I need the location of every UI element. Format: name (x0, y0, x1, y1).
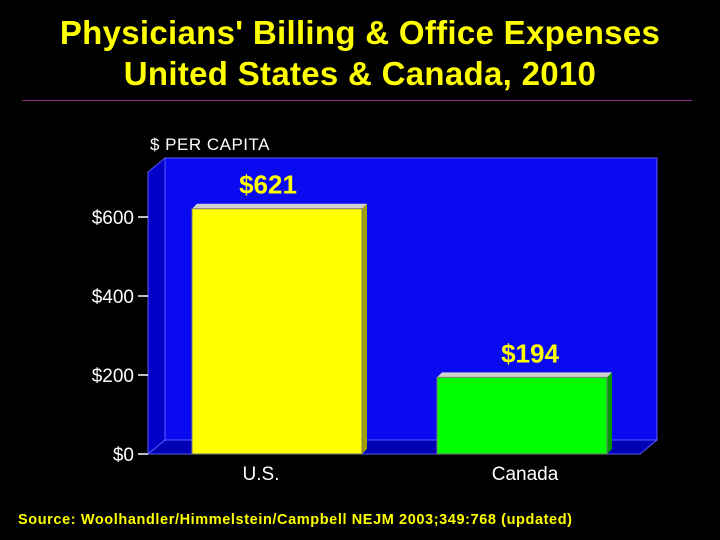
chart-title-line-2: United States & Canada, 2010 (123, 55, 597, 92)
bar-side-us (362, 203, 367, 454)
y-tick-label: $0 (113, 445, 134, 466)
source-note: Source: Woolhandler/Himmelstein/Campbell… (18, 512, 573, 528)
x-tick-label-canada: Canada (492, 464, 559, 485)
y-tick-label: $400 (92, 287, 134, 308)
bar-top-us (192, 203, 367, 209)
bar-canada (436, 376, 608, 455)
chart-title-line-1: Physicians' Billing & Office Expenses (59, 14, 661, 51)
y-tick-label: $600 (92, 208, 134, 229)
data-label-canada: $194 (501, 338, 559, 368)
y-axis-title: $ PER CAPITA (150, 135, 270, 154)
title-divider (22, 100, 692, 101)
data-label-us: $621 (239, 170, 297, 200)
bar-side-canada (607, 372, 612, 454)
y-tick-label: $200 (92, 366, 134, 387)
plot-area-side-wall (147, 156, 166, 456)
bar-us (191, 208, 363, 455)
x-tick-label-us: U.S. (243, 464, 280, 485)
bar-top-canada (437, 372, 612, 378)
